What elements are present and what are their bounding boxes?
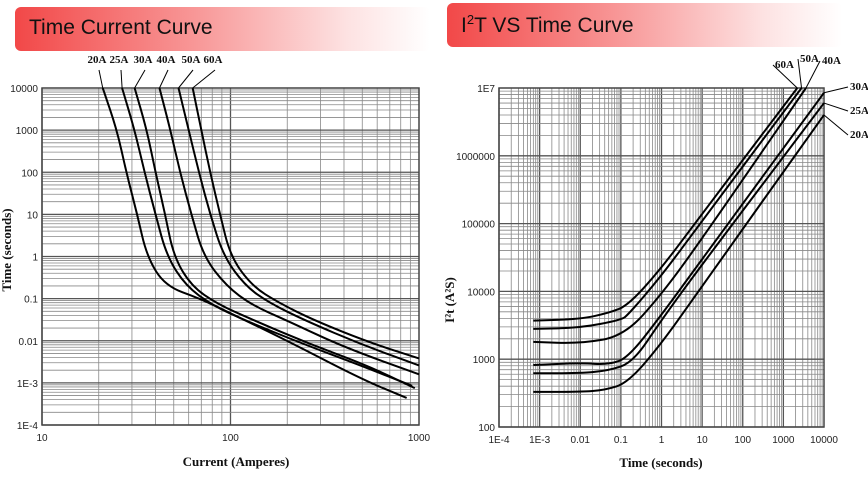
y-tick-label: 0.1	[24, 295, 38, 306]
series-line-50A	[177, 87, 420, 367]
y-tick-label: 100	[21, 168, 38, 179]
x-tick-label: 10	[697, 435, 709, 446]
plot-frame	[498, 87, 825, 428]
series-leader-line	[823, 102, 849, 112]
y-tick-label: 100000	[462, 220, 496, 231]
y-tick-label: 10	[27, 210, 39, 221]
i2t-title-base: I	[461, 14, 467, 37]
series-label-50A: 50A	[182, 54, 201, 66]
series-line-40A	[158, 87, 420, 376]
series-label-40A: 40A	[822, 55, 841, 67]
i2t-title-sup: 2	[466, 12, 475, 27]
series-label-60A: 60A	[775, 59, 794, 71]
y-tick-label: 10000	[10, 84, 38, 95]
x-tick-label: 1E-4	[488, 435, 510, 446]
series-leader-line	[192, 69, 216, 89]
x-tick-label: 10000	[810, 435, 838, 446]
series-line-50A	[533, 87, 803, 330]
x-tick-label: 100	[222, 433, 239, 444]
time-current-xlabel: Current (Amperes)	[183, 454, 290, 469]
series-leader-line	[823, 114, 849, 136]
i2t-xlabel: Time (seconds)	[619, 455, 702, 470]
y-tick-label: 1E-3	[17, 379, 39, 390]
series-line-30A	[133, 87, 416, 390]
i2t-title: I2T VS Time Curve	[461, 12, 634, 38]
series-label-40A: 40A	[157, 54, 176, 66]
x-tick-label: 1E-3	[529, 435, 551, 446]
x-tick-label: 10	[36, 433, 48, 444]
series-label-20A: 20A	[850, 129, 868, 141]
y-tick-label: 0.01	[19, 337, 39, 348]
series-leader-line	[98, 69, 104, 89]
i2t-title-banner: I2T VS Time Curve	[447, 3, 842, 47]
series-leader-line	[797, 58, 803, 89]
series-label-20A: 20A	[88, 54, 107, 66]
series-label-60A: 60A	[204, 54, 223, 66]
series-line-30A	[533, 92, 825, 367]
series-leader-line	[823, 86, 849, 94]
time-current-chart: 10 100 1000 10000 1000 100 10 1 0.1 0.01 1E-3 1E-4 2…	[10, 54, 430, 444]
series-leader-line	[159, 69, 169, 89]
series-label-25A: 25A	[850, 105, 868, 117]
series-leader-line	[134, 69, 146, 89]
x-tick-label: 100	[734, 435, 751, 446]
i2t-ylabel: I²t (A²S)	[442, 277, 457, 323]
series-label-30A: 30A	[850, 81, 868, 93]
i2t-time-chart: 1E-4 1E-3 0.01 0.1 1 10 100 1000 10000 1E7 1000000…	[456, 53, 868, 446]
series-leader-line	[772, 64, 798, 89]
x-tick-label: 1000	[772, 435, 795, 446]
series-line-60A	[533, 87, 799, 322]
series-label-25A: 25A	[110, 54, 129, 66]
y-tick-label: 1000	[16, 126, 39, 137]
x-tick-label: 1000	[408, 433, 431, 444]
time-current-title-banner: Time Current Curve	[15, 7, 430, 51]
plot-frame	[41, 87, 420, 426]
i2t-title-rest: T VS Time Curve	[474, 14, 634, 37]
y-tick-label: 1E7	[477, 84, 495, 95]
series-line-25A	[121, 87, 413, 387]
x-tick-label: 0.1	[614, 435, 628, 446]
series-line-20A	[101, 87, 408, 399]
y-tick-label: 1E-4	[17, 421, 39, 432]
x-tick-label: 0.01	[571, 435, 591, 446]
y-tick-label: 100	[478, 423, 495, 434]
series-line-25A	[533, 102, 825, 375]
series-leader-line	[805, 60, 821, 89]
y-tick-label: 1000000	[456, 152, 495, 163]
y-tick-label: 1	[32, 253, 38, 264]
series-label-50A: 50A	[800, 53, 819, 65]
series-leader-line	[120, 69, 123, 89]
series-line-20A	[533, 114, 825, 393]
time-current-ylabel: Time (seconds)	[0, 208, 14, 291]
series-leader-line	[178, 69, 194, 89]
y-tick-label: 10000	[467, 287, 495, 298]
time-current-title: Time Current Curve	[29, 16, 213, 39]
series-line-40A	[533, 87, 807, 344]
series-line-60A	[191, 87, 420, 360]
series-label-30A: 30A	[134, 54, 153, 66]
x-tick-label: 1	[659, 435, 665, 446]
y-tick-label: 1000	[473, 355, 496, 366]
